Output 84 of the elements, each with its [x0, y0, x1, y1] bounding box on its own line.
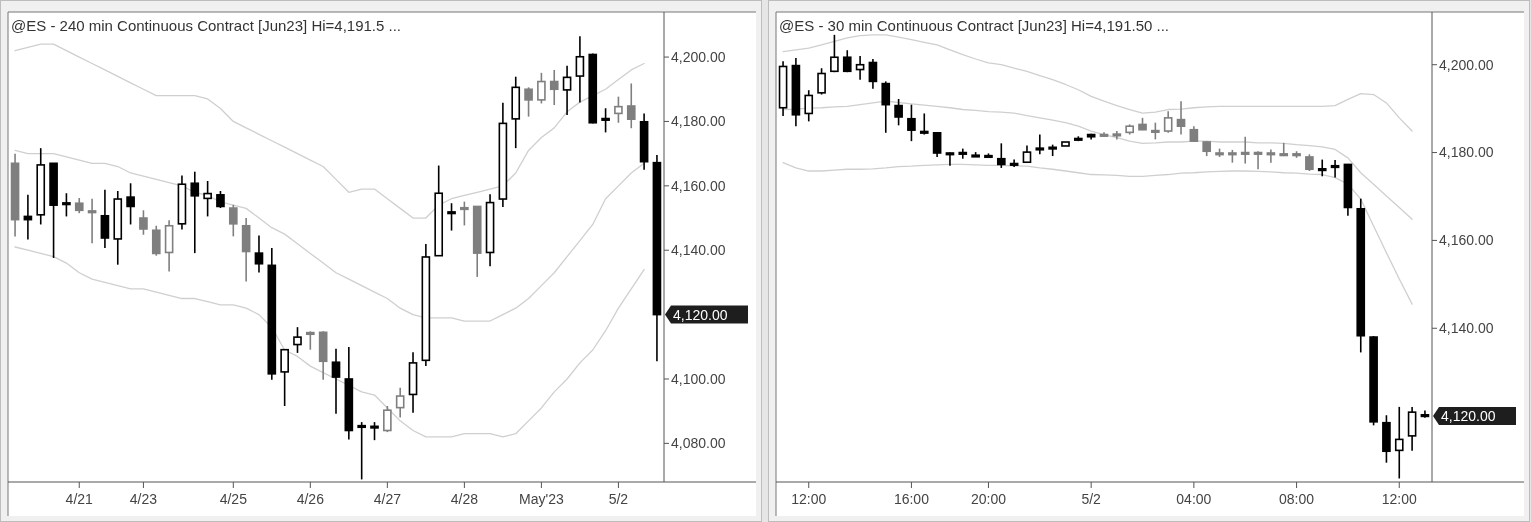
x-tick-label: 4/27: [373, 491, 402, 507]
candlestick: [331, 347, 341, 415]
candlestick: [907, 103, 916, 142]
candlestick: [306, 330, 315, 351]
y-tick-label: 4,200.00: [671, 48, 726, 65]
y-tick-label: 4,180.00: [671, 113, 726, 130]
y-tick-label: 4,160.00: [671, 177, 726, 194]
x-tick-label: May'23: [519, 491, 564, 507]
candlestick: [1279, 142, 1289, 157]
y-tick-label: 4,100.00: [671, 370, 726, 387]
candlestick: [203, 180, 212, 218]
candlestick: [562, 64, 572, 116]
candlestick: [87, 197, 97, 244]
candlestick: [228, 204, 238, 238]
candlestick: [370, 421, 379, 441]
candlestick: [395, 386, 405, 419]
x-tick-label: 5/2: [608, 491, 629, 507]
candlestick: [1240, 135, 1250, 165]
y-tick-label: 4,140.00: [671, 242, 726, 259]
candlestick: [881, 80, 891, 134]
y-tick-label: 4,200.00: [1439, 56, 1494, 73]
line-series: [782, 34, 1413, 132]
candlestick: [868, 58, 878, 90]
candlestick: [894, 98, 903, 127]
candlestick: [460, 200, 469, 227]
x-tick-label: 16:00: [893, 491, 930, 507]
y-tick-label: 4,080.00: [671, 435, 726, 452]
candlestick: [254, 234, 264, 274]
candlestick: [1035, 133, 1045, 156]
candlestick: [919, 112, 929, 136]
candlestick: [280, 348, 289, 407]
x-tick-label: 5/2: [1081, 491, 1102, 507]
y-tick-label: 4,180.00: [1439, 144, 1494, 161]
text: 4,120.00: [1441, 408, 1496, 425]
candlestick: [383, 405, 392, 433]
chart-title: @ES - 240 min Continuous Contract [Jun23] Hi=4,191.5 ...: [11, 17, 402, 34]
line-series: [14, 246, 645, 438]
candlestick: [1407, 406, 1417, 452]
candlestick: [1330, 159, 1340, 179]
candlestick: [945, 151, 955, 167]
line-series: [14, 43, 645, 219]
candlestick: [126, 182, 135, 226]
candlestick: [575, 35, 585, 104]
x-tick-label: 04:00: [1176, 491, 1212, 507]
line-series: [14, 149, 645, 322]
x-tick-label: 4/28: [450, 491, 479, 507]
candlestick: [190, 170, 200, 254]
candlestick: [626, 82, 636, 130]
candlestick: [357, 421, 367, 481]
x-tick-label: 08:00: [1279, 491, 1315, 507]
x-tick-label: 12:00: [791, 491, 827, 507]
candlestick: [100, 188, 110, 249]
candlestick: [996, 142, 1006, 169]
x-tick-label: 4/25: [219, 491, 248, 507]
candlestick: [830, 34, 839, 73]
x-tick-label: 4/21: [65, 491, 94, 507]
candlestick: [1176, 100, 1186, 136]
candlestick: [62, 192, 71, 218]
candlestick: [855, 55, 865, 81]
candlestick: [1266, 148, 1276, 164]
candlestick: [817, 67, 826, 96]
candlestick: [804, 89, 814, 123]
candlestick: [1253, 150, 1263, 171]
candlestick: [549, 69, 559, 106]
x-tick-label: 20:00: [970, 491, 1007, 507]
candlestick: [1394, 406, 1404, 480]
candlestick: [447, 202, 456, 232]
candlestick: [1163, 110, 1173, 134]
candlestick: [1317, 158, 1327, 178]
candlestick: [524, 86, 533, 118]
candlestick: [614, 95, 623, 124]
candlestick: [601, 107, 610, 134]
candlestick: [139, 209, 148, 236]
y-tick-label: 4,140.00: [1439, 320, 1494, 337]
x-tick-label: 12:00: [1381, 491, 1417, 507]
x-tick-label: 4/26: [296, 491, 325, 507]
candlestick: [151, 224, 161, 257]
text: 4,120.00: [673, 306, 728, 323]
candlestick: [537, 72, 546, 105]
x-tick-label: 4/23: [129, 491, 158, 507]
candlestick: [293, 326, 302, 354]
candlestick: [932, 131, 942, 158]
y-tick-label: 4,160.00: [1439, 232, 1494, 249]
chart-title: @ES - 30 min Continuous Contract [Jun23] Hi=4,191.50 ...: [779, 17, 1170, 34]
